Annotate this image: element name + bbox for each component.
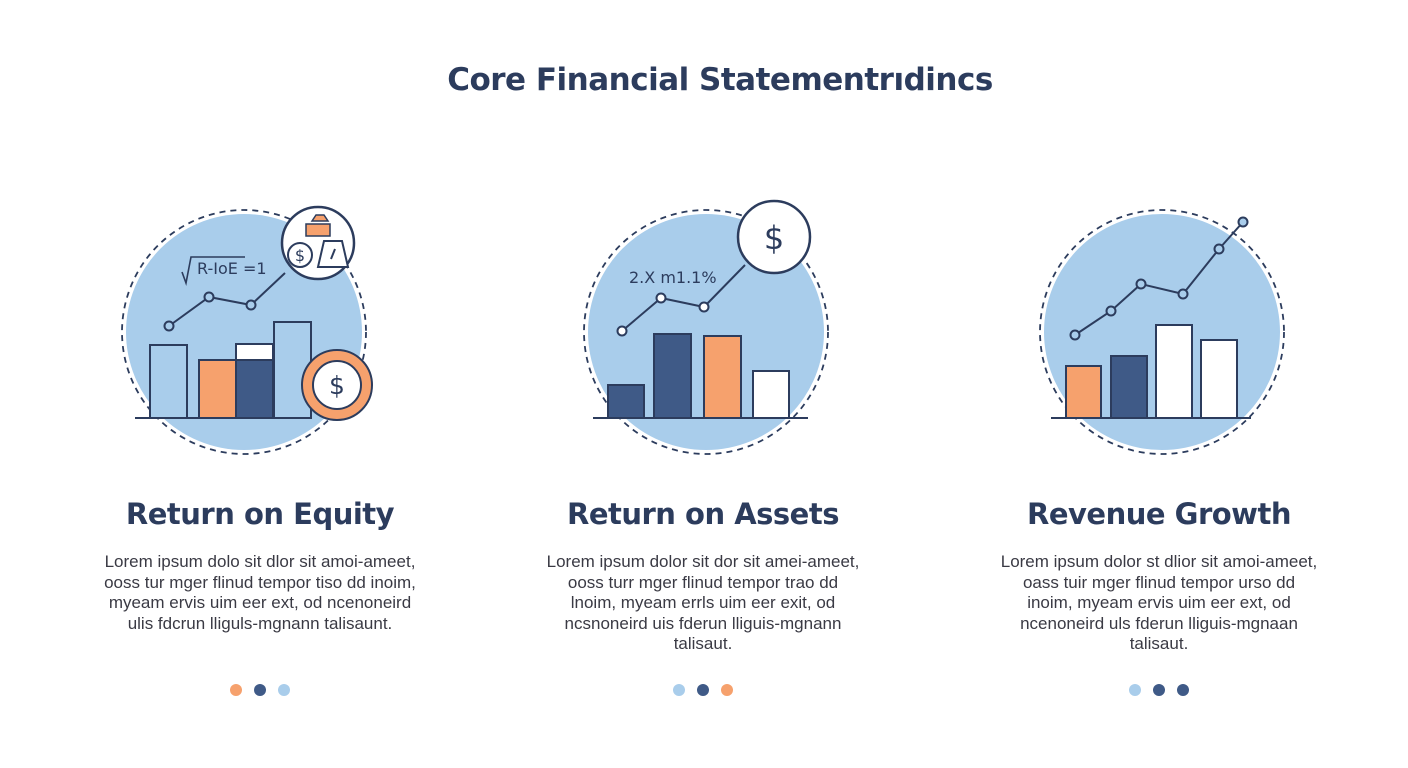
trend-point: [245, 299, 257, 311]
bar: [149, 344, 188, 419]
radical-sign: [181, 256, 245, 286]
card-heading: Return on Equity: [125, 497, 395, 531]
bar: [1200, 339, 1238, 419]
dot-navy: [1177, 684, 1189, 696]
dot-navy: [1153, 684, 1165, 696]
money-bags-icon: $: [280, 205, 356, 281]
card-description: Lorem ipsum dolo sit dlor sit amoi-ameet…: [104, 552, 416, 633]
trend-point: [203, 291, 215, 303]
dot-light-blue: [673, 684, 685, 696]
svg-text:$: $: [295, 246, 305, 265]
card-description: Lorem ipsum dolor st dlior sit amoi-amee…: [1000, 552, 1318, 653]
trend-point: [1213, 243, 1225, 255]
trend-point: [655, 292, 667, 304]
pagination-dots: [979, 684, 1339, 696]
bar: [752, 370, 790, 419]
dollar-coin-icon: $: [736, 199, 812, 275]
bar: [1065, 365, 1102, 419]
bar: [235, 359, 274, 419]
trend-point: [1177, 288, 1189, 300]
pagination-dots: [80, 684, 440, 696]
trend-point: [1135, 278, 1147, 290]
formula-text: R-IoE =1: [197, 259, 267, 278]
trend-point: [1237, 216, 1249, 228]
trend-point: [698, 301, 710, 313]
revenue-growth-illustration: [1039, 209, 1285, 455]
card-heading: Return on Assets: [567, 497, 839, 531]
svg-text:$: $: [329, 371, 345, 400]
trend-line: [168, 272, 286, 327]
bar: [703, 335, 742, 419]
dot-navy: [697, 684, 709, 696]
card-heading: Revenue Growth: [1027, 497, 1291, 531]
dollar-coin-icon: $: [301, 349, 373, 421]
return-on-assets-illustration: 2.X m1.1% $: [583, 199, 829, 455]
dot-orange: [721, 684, 733, 696]
dot-orange: [230, 684, 242, 696]
bar: [1110, 355, 1148, 419]
return-on-equity-illustration: R-IoE =1 $ $: [121, 205, 373, 455]
trend-line: [621, 264, 746, 332]
card-description: Lorem ipsum dolor sit dor sit amei-ameet…: [546, 552, 860, 653]
trend-line: [1074, 221, 1244, 336]
trend-point: [163, 320, 175, 332]
bar: [607, 384, 645, 419]
formula-text: 2.X m1.1%: [629, 268, 717, 287]
bar: [1155, 324, 1193, 419]
pagination-dots: [523, 684, 883, 696]
dot-light-blue: [278, 684, 290, 696]
bar: [235, 343, 274, 361]
trend-point: [1105, 305, 1117, 317]
svg-text:$: $: [764, 219, 784, 257]
page-title: Core Financial Statementrıdincs: [447, 62, 993, 98]
bar: [198, 359, 237, 419]
dot-navy: [254, 684, 266, 696]
trend-point: [616, 325, 628, 337]
bar: [653, 333, 692, 419]
dot-light-blue: [1129, 684, 1141, 696]
trend-point: [1069, 329, 1081, 341]
